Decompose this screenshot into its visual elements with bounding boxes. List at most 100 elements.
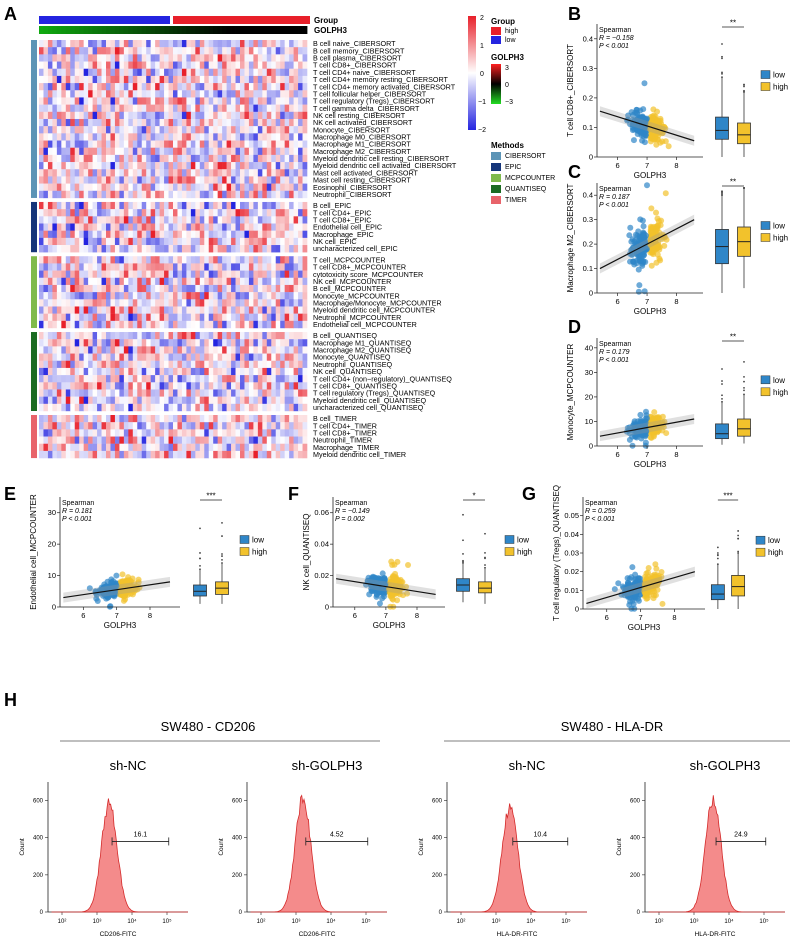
heatmap-cell [83,201,89,210]
heatmap-cell [235,367,241,376]
heatmap-cell [56,436,62,444]
heatmap-cell [155,292,160,300]
heatmap-cell [79,332,84,340]
heatmap-cell [47,292,53,300]
stats-r-value: R = 0.179 [599,349,630,356]
heatmap-cell [204,111,210,120]
heatmap-cell [298,263,303,271]
heatmap-cell [177,375,183,383]
heatmap-cell [146,292,151,300]
heatmap-cell [128,277,134,286]
heatmap-cell [186,306,192,314]
heatmap-cell [101,47,107,55]
heatmap-cell [52,245,58,253]
heatmap-cell [61,118,67,127]
heatmap-cell [56,443,62,452]
heatmap-cell [181,367,187,376]
heatmap-cell [43,429,49,437]
heatmap-cell [39,133,44,141]
heatmap-cell [43,190,49,199]
heatmap-cell [253,375,259,383]
heatmap-cell [101,68,107,77]
heatmap-cell [262,209,268,217]
heatmap-cell [61,320,67,329]
heatmap-row-label: B cell plasma_CIBERSORT [313,54,402,63]
heatmap-cell [257,154,263,163]
heatmap-cell [302,118,308,127]
heatmap-cell [248,97,254,105]
heatmap-cell [199,375,205,383]
heatmap-cell [128,346,134,354]
heatmap-cell [248,162,254,170]
heatmap-cell [110,104,116,112]
heatmap-cell [208,230,214,239]
heatmap-cell [235,118,241,127]
heatmap-cell [280,68,285,77]
heatmap-cell [110,237,116,246]
heatmap-cell [61,133,67,141]
heatmap-cell [123,382,129,390]
heatmap-cell [222,306,227,314]
heatmap-cell [190,422,196,430]
heatmap-cell [208,68,214,77]
stats-method: Spearman [335,500,367,507]
heatmap-cell [262,126,268,134]
heatmap-cell [137,245,143,253]
heatmap-cell [39,450,44,459]
legend-label-low: low [773,222,785,231]
heatmap-cell [181,284,187,293]
heatmap-cell [88,360,93,369]
heatmap-cell [141,443,147,452]
heatmap-cell [101,263,107,271]
annotation-golph3-cell [110,26,116,34]
heatmap-cell [280,292,285,300]
heatmap-cell [266,436,272,444]
heatmap-cell [70,223,76,231]
heatmap-cell [88,403,93,412]
heatmap-cell [146,429,151,437]
heatmap-cell [271,169,277,177]
heatmap-cell [92,223,98,231]
heatmap-cell [150,292,156,300]
heatmap-cell [280,83,285,91]
heatmap-cell [83,367,89,376]
heatmap-cell [168,169,174,177]
heatmap-cell [56,313,62,322]
heatmap-cell [65,90,71,98]
heatmap-cell [146,61,151,69]
heatmap-cell [132,47,138,55]
heatmap-cell [195,256,201,264]
heatmap-cell [173,375,178,383]
heatmap-cell [257,147,263,156]
heatmap-cell [213,118,218,127]
heatmap-cell [213,360,218,369]
scatter-point [103,583,110,590]
box-outlier [743,375,745,378]
heatmap-cell [266,299,272,307]
heatmap-cell [240,256,245,264]
scatter-point [394,558,401,565]
annotation-golph3-cell [293,26,299,34]
x-tick-label: 7 [115,611,119,620]
heatmap-cell [65,346,71,354]
heatmap-cell [70,147,76,156]
heatmap-cell [213,396,218,405]
heatmap-cell [74,403,80,412]
heatmap-cell [43,263,49,271]
heatmap-cell [240,367,245,376]
heatmap-cell [114,140,120,148]
heatmap-cell [298,154,303,163]
heatmap-cell [164,237,169,246]
heatmap-cell [199,313,205,322]
heatmap-cell [123,230,129,239]
heatmap-cell [168,209,174,217]
heatmap-cell [284,429,290,437]
stats-p-value: P < 0.001 [62,516,92,523]
heatmap-cell [177,277,183,286]
heatmap-cell [257,367,263,376]
heatmap-cell [248,450,254,459]
heatmap-cell [47,133,53,141]
heatmap-cell [253,54,259,62]
heatmap-cell [302,339,308,347]
heatmap-cell [101,97,107,105]
